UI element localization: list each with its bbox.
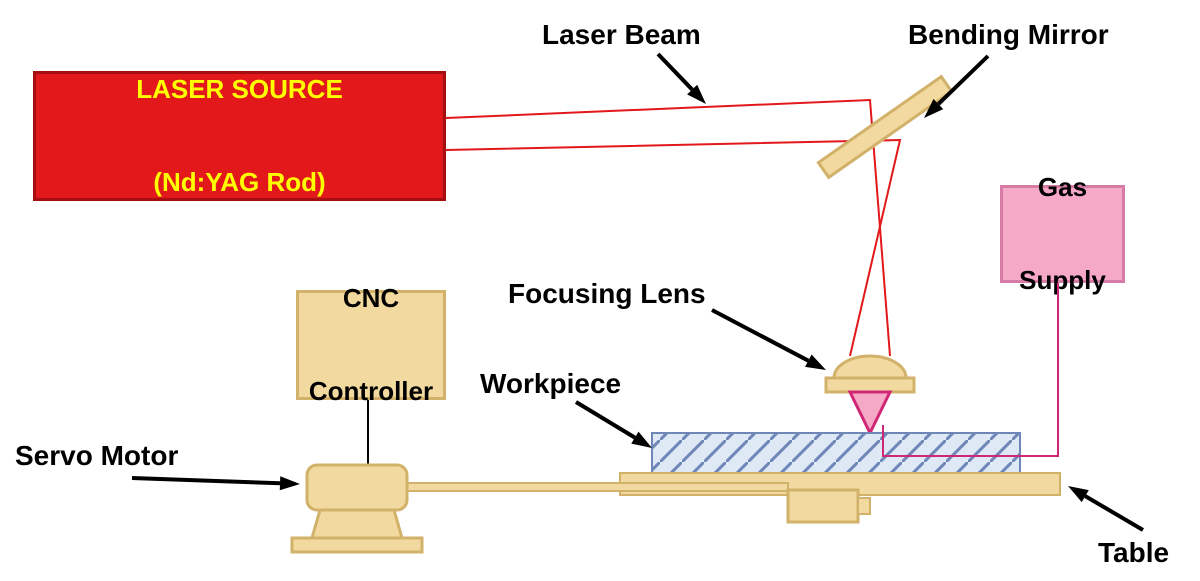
gas-supply-box: Gas Supply <box>1000 185 1125 283</box>
label-workpiece: Workpiece <box>480 368 621 400</box>
table-motor-body <box>788 490 858 522</box>
workpiece <box>652 433 1020 473</box>
label-laser-beam: Laser Beam <box>542 19 701 51</box>
cnc-line2: Controller <box>309 376 433 407</box>
arrow-laser-beam <box>658 54 692 90</box>
arrow-bending-mirror-head <box>924 99 943 118</box>
cnc-controller-box: CNC Controller <box>296 290 446 400</box>
servo-motor-base <box>292 538 422 552</box>
cnc-line1: CNC <box>309 283 433 314</box>
bending-mirror <box>818 77 951 178</box>
gas-line1: Gas <box>1019 172 1106 203</box>
label-focusing-lens: Focusing Lens <box>508 278 706 310</box>
laser-source-line2: (Nd:YAG Rod) <box>136 167 343 198</box>
table <box>620 473 1060 495</box>
focusing-lens-dome <box>834 356 906 378</box>
arrow-workpiece-head <box>631 432 652 448</box>
arrow-bending-mirror <box>938 56 988 104</box>
drive-shaft <box>407 483 788 491</box>
arrow-laser-beam-head <box>687 85 706 104</box>
arrow-workpiece <box>576 402 635 438</box>
servo-motor-body <box>307 465 407 510</box>
label-servo-motor: Servo Motor <box>15 440 178 472</box>
arrow-servo-motor <box>132 478 280 483</box>
arrow-table-head <box>1068 486 1089 502</box>
gas-line2: Supply <box>1019 265 1106 296</box>
focusing-lens-holder <box>826 378 914 392</box>
focused-beam-cone <box>850 392 890 433</box>
label-bending-mirror: Bending Mirror <box>908 19 1109 51</box>
laser-source-line1: LASER SOURCE <box>136 74 343 105</box>
arrow-servo-motor-head <box>280 476 300 490</box>
servo-motor-neck <box>312 510 402 538</box>
label-table: Table <box>1098 537 1169 569</box>
table-motor-nub <box>858 498 870 514</box>
arrow-focusing-lens-head <box>805 354 826 370</box>
arrow-focusing-lens <box>712 310 808 361</box>
diagram-stage: LASER SOURCE (Nd:YAG Rod) CNC Controller… <box>0 0 1200 581</box>
laser-source-box: LASER SOURCE (Nd:YAG Rod) <box>33 71 446 201</box>
arrow-table <box>1085 496 1143 530</box>
